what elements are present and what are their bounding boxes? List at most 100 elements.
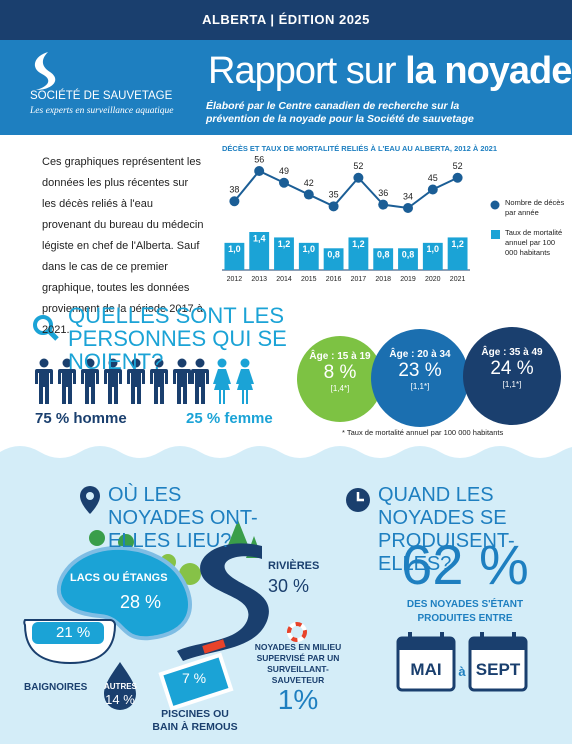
- male-share: 75 % homme: [35, 410, 127, 427]
- point-label: 42: [304, 178, 314, 188]
- age-label: Âge : 35 à 49: [481, 347, 543, 358]
- tagline: Les experts en surveillance aquatique: [30, 106, 174, 116]
- x-tick-label: 2013: [251, 276, 267, 283]
- x-tick-label: 2018: [375, 276, 391, 283]
- place-percent: 21 %: [56, 624, 91, 641]
- legend-swatch: [491, 230, 500, 239]
- title-bold: la noyade: [405, 50, 572, 92]
- month-from: MAI: [410, 660, 442, 679]
- bar: [274, 237, 294, 270]
- chart: 2012 2013 2014 2015 2016 2017 2018 2019 2020 2021…: [222, 154, 470, 283]
- bar-label: 1,2: [451, 239, 464, 249]
- lifebuoy: [287, 622, 307, 642]
- who-heading: QUELLES SONT LES PERSONNES QUI SE NOIENT…: [68, 303, 287, 374]
- point: [353, 172, 364, 183]
- bar: [298, 242, 319, 270]
- place-label: LACS OU ÉTANGS: [70, 572, 168, 584]
- place-label: RIVIÈRES: [268, 560, 320, 572]
- female-share: 25 % femme: [186, 410, 273, 427]
- x-tick-label: 2020: [425, 276, 441, 283]
- place-percent: 14 %: [105, 692, 135, 707]
- age-percent: 24 %: [490, 358, 534, 379]
- x-tick-label: 2019: [400, 276, 416, 283]
- bath-water: [32, 622, 104, 644]
- age-circle: [297, 336, 383, 422]
- supervised-label: NOYADES EN MILIEU SUPERVISÉ PAR UN SURVE…: [254, 642, 342, 685]
- x-tick-label: 2014: [276, 276, 292, 283]
- point-label: 38: [229, 185, 239, 195]
- organization: SOCIÉTÉ DE SAUVETAGE: [30, 90, 173, 102]
- x-tick-label: 2015: [301, 276, 317, 283]
- age-group: Âge : 20 à 34 23 % [1,1*]: [371, 349, 469, 391]
- place-label: PISCINES OU BAIN À REMOUS: [152, 708, 238, 733]
- bar-label: 0,8: [327, 250, 340, 260]
- bar-label: 1,2: [352, 239, 365, 249]
- subtitle: Élaboré par le Centre canadien de recher…: [206, 100, 474, 125]
- bar: [373, 248, 394, 270]
- bar: [447, 237, 468, 270]
- age-label: Âge : 15 à 19: [309, 351, 371, 362]
- when-heading: QUAND LES NOYADES SE PRODUISENT-ELLES?: [378, 484, 515, 575]
- legend-label: Nombre de décès par année: [505, 198, 565, 217]
- age-percent: 23 %: [398, 360, 442, 381]
- age-group: Âge : 15 à 19 8 % [1,4*]: [297, 351, 383, 393]
- edition-line: ALBERTA | ÉDITION 2025: [0, 12, 572, 27]
- age-circle: [463, 327, 561, 425]
- edition: | ÉDITION 2025: [270, 12, 370, 27]
- chart-title: DÉCÈS ET TAUX DE MORTALITÉ RELIÉS À L'EA…: [222, 144, 498, 153]
- point-label: 36: [378, 188, 388, 198]
- place-percent: 28 %: [120, 592, 162, 612]
- when-text: DES NOYADES S'ÉTANT PRODUITES ENTRE: [406, 599, 524, 624]
- x-tick-label: 2012: [227, 276, 243, 283]
- point: [427, 184, 438, 195]
- bar: [249, 232, 270, 270]
- point-label: 34: [403, 191, 413, 201]
- bar-label: 0,8: [402, 250, 415, 260]
- top-band: [0, 0, 572, 40]
- age-rate: [1,4*]: [330, 384, 350, 393]
- point-label: 35: [329, 190, 339, 200]
- supervised-percent: 1%: [277, 684, 319, 715]
- bar: [398, 248, 418, 270]
- bar-label: 1,0: [427, 244, 440, 254]
- region: ALBERTA: [202, 12, 267, 27]
- age-label: Âge : 20 à 34: [389, 349, 451, 360]
- bar-label: 1,0: [303, 244, 316, 254]
- calendar: [468, 632, 528, 692]
- line: [233, 169, 459, 210]
- lake: [56, 545, 192, 641]
- main-title: Rapport sur la noyade: [208, 50, 572, 93]
- point: [279, 177, 289, 188]
- point: [403, 203, 413, 213]
- point-label: 52: [353, 161, 363, 171]
- x-tick-label: 2021: [450, 276, 466, 283]
- place-percent: 7 %: [182, 670, 207, 686]
- calendar: [396, 632, 456, 692]
- age-rate: [1,1*]: [410, 382, 430, 391]
- point-label: 45: [428, 173, 438, 183]
- legend-label: Taux de mortalité annuel par 100 000 hab…: [505, 228, 563, 257]
- bar: [422, 242, 443, 270]
- bar: [323, 248, 344, 270]
- logo-mark: [34, 52, 56, 90]
- point: [452, 172, 463, 183]
- search-icon: [33, 315, 59, 341]
- point-label: 49: [279, 166, 289, 176]
- age-group: Âge : 35 à 49 24 % [1,1*]: [463, 347, 561, 389]
- point: [303, 189, 314, 200]
- bar-label: 0,8: [377, 250, 390, 260]
- clock-icon: [346, 488, 370, 512]
- point-label: 52: [453, 161, 463, 171]
- title-band: [0, 40, 572, 135]
- pool: [158, 639, 234, 711]
- point: [254, 166, 265, 176]
- bar: [348, 237, 369, 270]
- place-percent: 30 %: [268, 576, 310, 596]
- intro: Ces graphiques représentent les données …: [42, 156, 204, 336]
- legend-swatch: [490, 200, 500, 210]
- age-circle: [371, 329, 469, 427]
- point: [328, 201, 339, 212]
